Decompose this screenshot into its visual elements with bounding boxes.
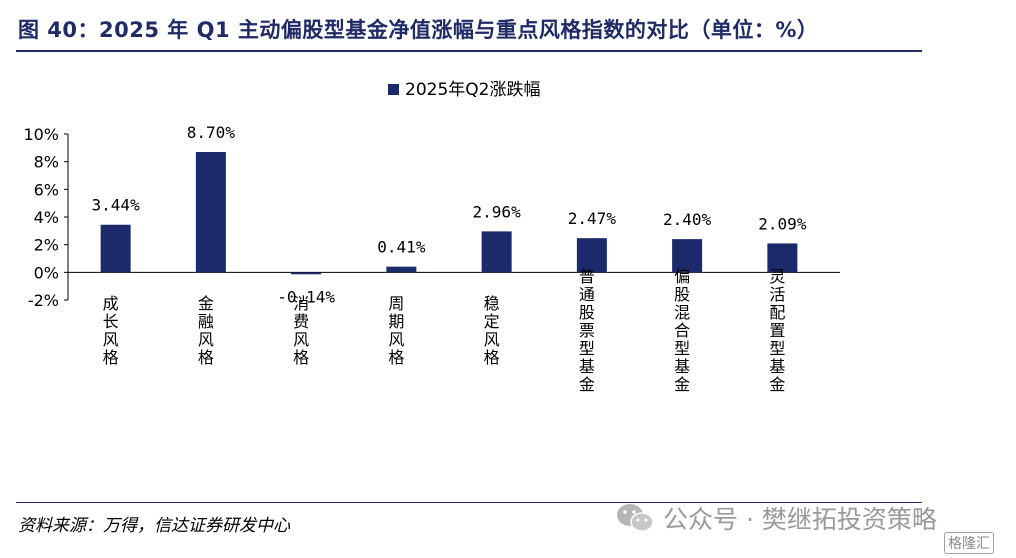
watermark-text: 公众号 · 樊继拓投资策略 xyxy=(663,505,937,534)
bar xyxy=(767,243,798,273)
y-tick-label: 0% xyxy=(34,263,59,282)
data-label: 3.44% xyxy=(92,196,141,215)
data-label: 0.41% xyxy=(377,238,426,257)
bar xyxy=(386,266,417,273)
y-tick-label: 10% xyxy=(23,125,59,144)
y-tick-label: -2% xyxy=(28,291,59,310)
source-note: 资料来源：万得，信达证券研发中心 xyxy=(18,516,290,536)
bar xyxy=(195,151,226,273)
data-label: 2.47% xyxy=(568,209,617,228)
data-label: 2.40% xyxy=(663,210,712,229)
category-label: 偏股混合型基金 xyxy=(671,268,690,394)
chart-legend: 2025年Q2涨跌幅 xyxy=(388,80,540,100)
title-rule xyxy=(16,50,922,52)
figure-title: 图 40：2025 年 Q1 主动偏股型基金净值涨幅与重点风格指数的对比（单位：… xyxy=(18,18,819,42)
y-tick-label: 6% xyxy=(34,180,59,199)
legend-swatch xyxy=(388,84,399,95)
category-label: 成长风格 xyxy=(100,295,119,367)
y-tick-label: 4% xyxy=(34,208,59,227)
wechat-icon xyxy=(617,504,654,532)
bar xyxy=(481,231,512,273)
bar-series xyxy=(100,151,798,275)
category-label: 周期风格 xyxy=(385,295,404,367)
source-rule xyxy=(16,502,922,503)
data-label: 2.09% xyxy=(758,214,807,233)
y-axis: -2% 0% 2% 4% 6% 8% 10% xyxy=(23,125,840,310)
y-tick-label: 8% xyxy=(34,153,59,172)
bar-chart: 2025年Q2涨跌幅 -2% 0% 2% 4% 6% 8% 10% 3.44% 8.70% -0… xyxy=(23,80,840,394)
data-label: -0.14% xyxy=(277,287,335,306)
data-labels: 3.44% 8.70% -0.14% 0.41% 2.96% 2.47% 2.40% 2.09… xyxy=(92,123,807,306)
category-label: 金融风格 xyxy=(195,295,214,367)
bar xyxy=(672,239,703,273)
data-label: 2.96% xyxy=(473,202,522,221)
bar xyxy=(291,272,322,275)
corner-logo: 格隆汇 xyxy=(944,532,994,554)
category-label: 消费风格 xyxy=(290,295,309,367)
data-label: 8.70% xyxy=(187,123,236,142)
bar xyxy=(100,224,131,273)
category-label: 稳定风格 xyxy=(481,295,500,367)
watermark: 公众号 · 樊继拓投资策略 xyxy=(615,498,937,538)
bar xyxy=(576,238,607,273)
legend-label: 2025年Q2涨跌幅 xyxy=(405,80,540,100)
y-tick-label: 2% xyxy=(34,236,59,255)
category-label: 普通股票型基金 xyxy=(576,268,595,394)
x-axis-labels: 成长风格 金融风格 消费风格 周期风格 稳定风格 普通股票型基金 偏股混合型基金 灵活配置型基… xyxy=(100,268,786,394)
category-label: 灵活配置型基金 xyxy=(766,268,785,394)
